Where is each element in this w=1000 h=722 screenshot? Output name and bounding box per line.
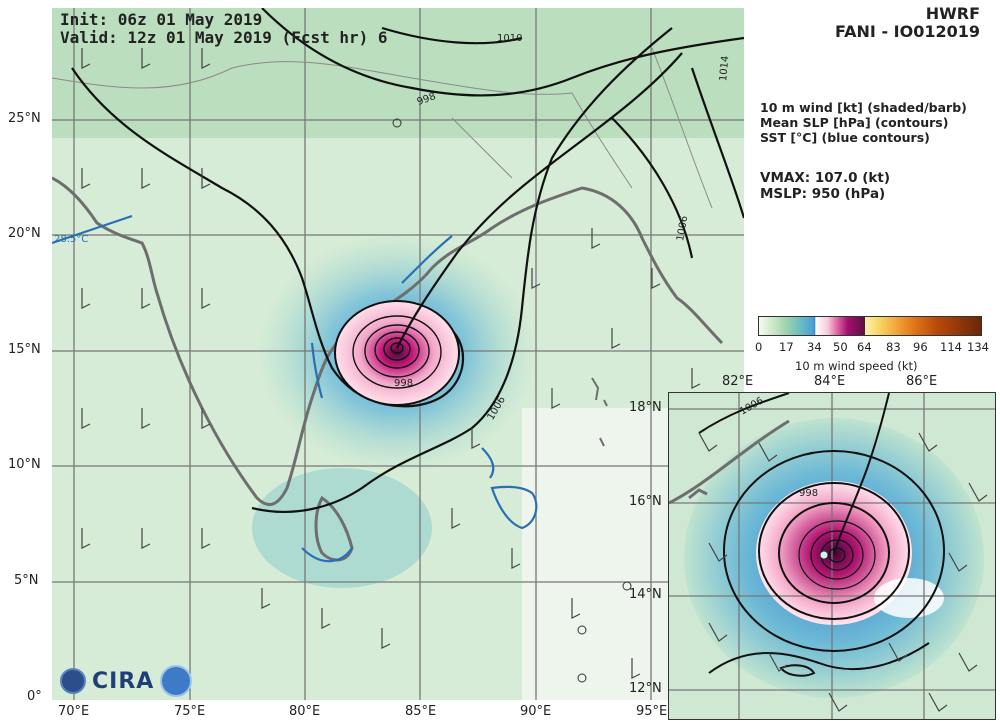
init-time: Init: 06z 01 May 2019 [60, 10, 263, 29]
forecast-track [396, 52, 683, 349]
inset-lon-tick: 84°E [814, 374, 846, 389]
lat-tick: 20°N [8, 226, 41, 241]
main-map: 998 1006 1006 1010 1014 998 28.5°C Init:… [51, 7, 746, 700]
logo-text: CIRA [92, 668, 155, 694]
storm-rings [352, 315, 442, 389]
station-markers [392, 118, 632, 683]
lon-tick: 70°E [58, 704, 90, 719]
valid-time: Valid: 12z 01 May 2019 (Fcst hr) 6 [60, 28, 388, 47]
lat-tick: 10°N [8, 457, 41, 472]
lon-tick: 85°E [405, 704, 437, 719]
lat-tick: 15°N [8, 342, 41, 357]
cbar-tick: 17 [779, 340, 794, 354]
inset-lat-tick: 12°N [629, 681, 662, 696]
main-map-canvas [51, 7, 746, 700]
colorbar [758, 316, 982, 336]
lon-tick: 90°E [520, 704, 552, 719]
storm-stats: VMAX: 107.0 (kt) MSLP: 950 (hPa) [760, 170, 890, 202]
contour-label: 1010 [497, 33, 523, 44]
lon-tick: 75°E [174, 704, 206, 719]
cbar-tick: 50 [833, 340, 848, 354]
model-name: HWRF [925, 4, 980, 23]
inset-lat-tick: 14°N [629, 587, 662, 602]
colorbar-ticks: 0 17 34 50 64 83 96 114 134 [755, 340, 989, 356]
storm-center-marker [819, 550, 829, 560]
storm-name: FANI - IO012019 [835, 22, 980, 41]
cbar-tick: 114 [940, 340, 962, 354]
cbar-tick: 64 [857, 340, 872, 354]
field-sst: SST [°C] (blue contours) [760, 130, 930, 145]
colorbar-label: 10 m wind speed (kt) [795, 359, 918, 373]
inset-lat-tick: 18°N [629, 400, 662, 415]
field-legend: 10 m wind [kt] (shaded/barb) Mean SLP [h… [760, 100, 967, 145]
contour-label: 998 [394, 378, 414, 389]
wind-barbs [81, 48, 701, 679]
vmax-value: VMAX: 107.0 (kt) [760, 170, 891, 186]
cbar-tick: 0 [755, 340, 763, 354]
cbar-tick: 96 [913, 340, 928, 354]
mslp-value: MSLP: 950 (hPa) [760, 186, 886, 202]
lon-tick: 80°E [289, 704, 321, 719]
inset-lon-tick: 86°E [906, 374, 938, 389]
inset-lon-tick: 82°E [722, 374, 754, 389]
inset-forecast-track [833, 393, 890, 554]
inset-wind-barbs [698, 432, 988, 712]
lon-tick: 95°E [636, 704, 668, 719]
inset-contour-label: 998 [799, 488, 819, 499]
borders [51, 47, 713, 209]
coastline [51, 176, 724, 507]
sst-label: 28.5°C [54, 234, 89, 245]
lat-tick: 5°N [14, 573, 39, 588]
cbar-tick: 134 [967, 340, 989, 354]
cbar-tick: 83 [886, 340, 901, 354]
inset-map-canvas [669, 393, 995, 719]
inset-lat-tick: 16°N [629, 494, 662, 509]
inset-storm-rings [798, 520, 876, 590]
inset-slp-contours [698, 393, 945, 677]
inset-coastline [669, 419, 790, 505]
lat-tick: 0° [27, 689, 42, 704]
inset-map: 998 1006 [668, 392, 996, 720]
globe-icon [60, 668, 86, 694]
field-slp: Mean SLP [hPa] (contours) [760, 115, 949, 130]
islands [591, 377, 608, 447]
cbar-tick: 34 [807, 340, 822, 354]
contour-label: 1014 [718, 55, 732, 82]
field-wind: 10 m wind [kt] (shaded/barb) [760, 100, 967, 115]
lat-tick: 25°N [8, 111, 41, 126]
ramm-icon [160, 665, 193, 697]
cira-logo: CIRA [60, 665, 193, 697]
sst-contours [51, 214, 538, 563]
